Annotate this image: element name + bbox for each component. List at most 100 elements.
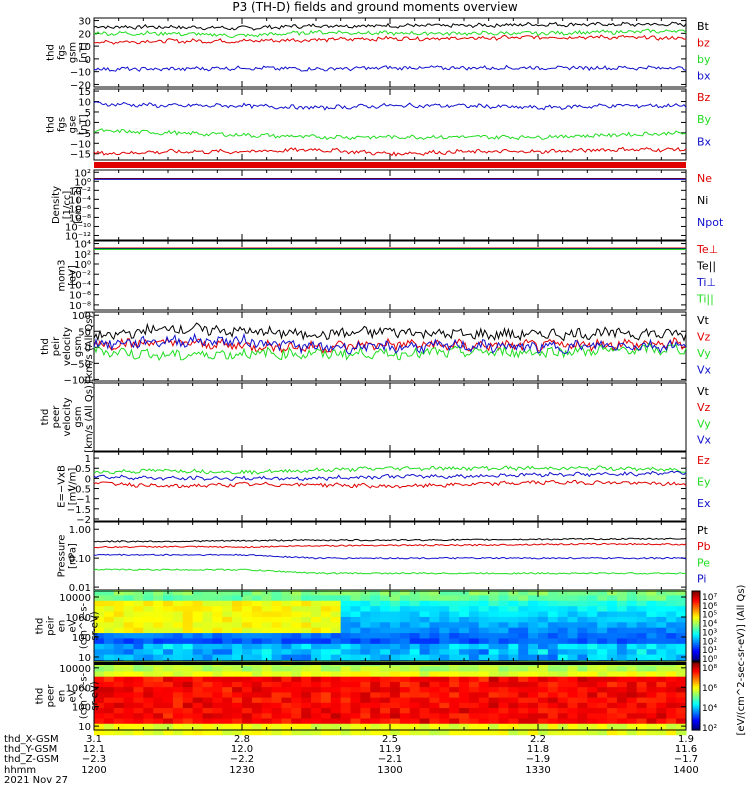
- spectrogram-cell: [212, 666, 223, 673]
- spectrogram-cell: [291, 697, 302, 704]
- spectrogram-cell: [646, 649, 657, 656]
- spectrogram-cell: [616, 638, 628, 645]
- spectrogram-cell: [508, 611, 519, 618]
- y-tick-label: −15: [70, 150, 91, 161]
- spectrogram-cell: [488, 702, 500, 710]
- spectrogram-cell: [330, 595, 342, 602]
- spectrogram-cell: [528, 600, 539, 608]
- spectrogram-cell: [666, 697, 677, 704]
- spectrogram-cell: [409, 611, 421, 618]
- spectrogram-cell: [390, 687, 401, 694]
- spectrogram-cell: [399, 638, 411, 645]
- spectrogram-cell: [449, 627, 460, 635]
- spectrogram-cell: [538, 692, 549, 699]
- spectrogram-cell: [587, 681, 598, 689]
- spectrogram-cell: [261, 638, 273, 645]
- spectrogram-cell: [281, 713, 292, 720]
- spectrogram-cell: [232, 681, 243, 689]
- spectrogram-cell: [291, 654, 302, 661]
- spectrogram-cell: [291, 729, 302, 736]
- spectrogram-cell: [478, 595, 490, 602]
- spectrogram-cell: [261, 718, 273, 725]
- spectrogram-cell: [350, 590, 361, 597]
- spectrogram-cell: [291, 606, 302, 613]
- spectrogram-cell: [153, 611, 164, 618]
- legend-entry: Bx: [697, 135, 712, 148]
- spectrogram-cell: [320, 649, 332, 656]
- spectrogram-cell: [271, 590, 282, 597]
- spectrogram-cell: [488, 708, 500, 715]
- colorbar-cell: [692, 714, 700, 717]
- spectrogram-cell: [281, 708, 292, 715]
- spectrogram-cell: [636, 654, 648, 661]
- spectrogram-cell: [439, 611, 450, 618]
- spectrogram-cell: [626, 723, 638, 730]
- spectrogram-cell: [380, 676, 391, 683]
- x-axis-value-x: 1.9: [678, 734, 694, 745]
- spectrogram-cell: [103, 687, 115, 694]
- spectrogram-cell: [439, 595, 450, 602]
- spectrogram-cell: [370, 606, 381, 613]
- spectrogram-cell: [370, 627, 381, 635]
- spectrogram-cell: [567, 622, 578, 629]
- spectrogram-cell: [636, 697, 648, 704]
- spectrogram-cell: [626, 643, 638, 651]
- spectrogram-cell: [508, 687, 519, 694]
- spectrogram-cell: [449, 697, 460, 704]
- spectrogram-cell: [103, 611, 115, 618]
- spectrogram-cell: [340, 611, 352, 618]
- spectrogram-cell: [123, 633, 134, 640]
- colorbar-cell: [692, 685, 700, 689]
- spectrogram-cell: [676, 729, 687, 736]
- y-tick-label: 1: [85, 454, 91, 465]
- spectrogram-cell: [143, 671, 154, 678]
- x-axis-value-x: 2.2: [530, 734, 546, 745]
- spectrogram-cell: [498, 616, 509, 624]
- spectrogram-cell: [478, 681, 490, 689]
- spectrogram-cell: [676, 723, 687, 730]
- spectrogram-cell: [261, 600, 273, 608]
- spectrogram-cell: [320, 692, 332, 699]
- spectrogram-cell: [528, 666, 539, 673]
- spectrogram-cell: [528, 676, 539, 683]
- spectrogram-cell: [547, 676, 559, 683]
- spectrogram-cell: [646, 633, 657, 640]
- spectrogram-cell: [311, 692, 322, 699]
- spectrogram-cell: [380, 643, 391, 651]
- spectrogram-cell: [538, 622, 549, 629]
- colorbar-cell: [692, 654, 700, 657]
- spectrogram-cell: [291, 681, 302, 689]
- spectrogram-cell: [172, 692, 184, 699]
- spectrogram-cell: [143, 713, 154, 720]
- spectrogram-cell: [360, 692, 371, 699]
- colorbar-tick-label: 10²: [702, 637, 717, 647]
- spectrogram-cell: [390, 616, 401, 624]
- spectrogram-cell: [488, 600, 500, 608]
- x-axis-value-hhmm: 1300: [377, 765, 402, 776]
- colorbar-cell: [692, 622, 700, 625]
- spectrogram-cell: [182, 643, 194, 651]
- spectrogram-cell: [320, 681, 332, 689]
- colorbar-cell: [692, 603, 700, 606]
- spectrogram-cell: [449, 723, 460, 730]
- spectrogram-cell: [123, 649, 134, 656]
- spectrogram-cell: [646, 622, 657, 629]
- y-axis-label: [nT]: [79, 114, 90, 134]
- spectrogram-cell: [311, 697, 322, 704]
- spectrogram-cell: [390, 643, 401, 651]
- spectrogram-cell: [251, 708, 263, 715]
- spectrogram-cell: [212, 676, 223, 683]
- spectrogram-cell: [567, 729, 578, 736]
- spectrogram-cell: [271, 600, 282, 608]
- spectrogram-cell: [429, 666, 440, 673]
- spectrogram-cell: [478, 627, 490, 635]
- spectrogram-cell: [538, 590, 549, 597]
- y-tick-label: 10⁻⁸: [69, 213, 91, 224]
- spectrogram-cell: [449, 676, 460, 683]
- spectrogram-cell: [330, 643, 342, 651]
- spectrogram-cell: [103, 649, 115, 656]
- spectrogram-cell: [636, 649, 648, 656]
- spectrogram-cell: [607, 723, 618, 730]
- spectrogram-cell: [616, 702, 628, 710]
- spectrogram-cell: [518, 718, 529, 725]
